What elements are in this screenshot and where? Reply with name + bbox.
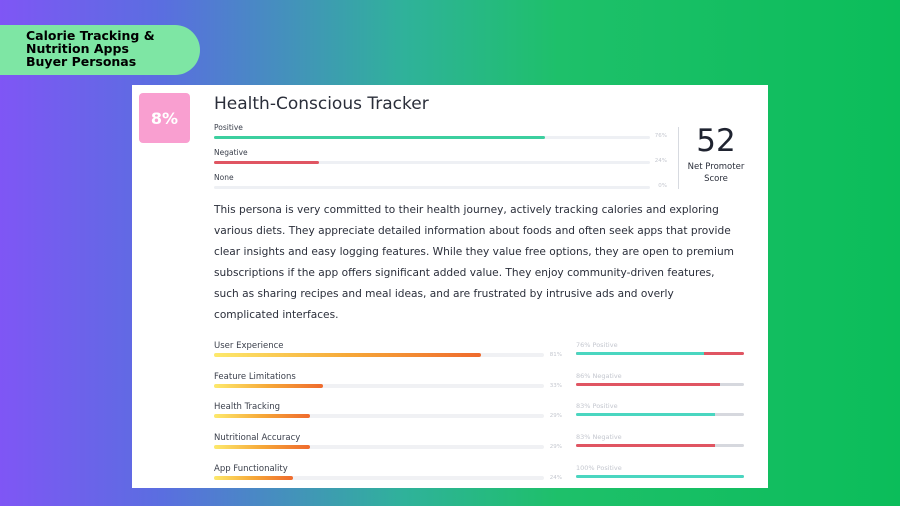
metric-bar-fill	[214, 384, 323, 388]
metric-sentiment-health-tracking: 83% Positive	[576, 402, 744, 428]
metric-bar-track	[214, 476, 544, 480]
metric-row-health-tracking: Health Tracking 29%	[214, 402, 562, 428]
metric-label: Feature Limitations	[214, 372, 296, 382]
metric-row-user-experience: User Experience 81%	[214, 341, 562, 367]
metric-sentiment-fill	[576, 352, 704, 355]
sentiment-row-positive: Positive 76%	[214, 123, 667, 145]
sentiment-bar-track	[214, 161, 650, 164]
metric-label: User Experience	[214, 341, 284, 351]
sentiment-bar-fill	[214, 161, 319, 164]
metric-value: 81%	[549, 352, 562, 358]
metric-bar-fill	[214, 353, 482, 357]
sentiment-value: 0%	[658, 183, 667, 189]
metric-value: 33%	[549, 383, 562, 389]
sentiment-label: Positive	[214, 123, 243, 132]
metric-row-app-functionality: App Functionality 24%	[214, 464, 562, 488]
metric-row-feature-limitations: Feature Limitations 33%	[214, 372, 562, 398]
metric-row-nutritional-accuracy: Nutritional Accuracy 29%	[214, 433, 562, 459]
deck-title-line-2: Nutrition Apps	[26, 41, 129, 56]
metric-value: 24%	[549, 475, 562, 481]
deck-title-badge: Calorie Tracking & Nutrition Apps Buyer …	[0, 25, 200, 75]
sentiment-bar-track	[214, 136, 650, 139]
metric-sentiment-fill	[576, 383, 721, 386]
metric-sentiment-label: 86% Negative	[576, 372, 622, 380]
nps-value: 52	[696, 123, 736, 159]
divider	[678, 127, 679, 189]
sentiment-value: 24%	[654, 158, 667, 164]
metric-sentiment-track	[576, 413, 744, 416]
sentiment-label: Negative	[214, 148, 248, 157]
persona-card: 8% Health-Conscious Tracker Positive 76% N…	[132, 85, 768, 488]
persona-description: This persona is very committed to their …	[214, 204, 734, 321]
nps-label: Net Promoter Score	[678, 161, 754, 185]
metric-sentiment-label: 100% Positive	[576, 464, 622, 472]
metric-sentiment-user-experience: 76% Positive	[576, 341, 744, 367]
sentiment-label: None	[214, 173, 234, 182]
metric-sentiment-fill	[576, 444, 716, 447]
metric-label: App Functionality	[214, 464, 288, 474]
metric-bar-fill	[214, 445, 310, 449]
metric-value: 29%	[549, 444, 562, 450]
sentiment-row-none: None 0%	[214, 173, 667, 195]
sentiment-bar-fill	[214, 136, 546, 139]
metric-sentiment-label: 83% Positive	[576, 402, 618, 410]
metric-sentiment-feature-limitations: 86% Negative	[576, 372, 744, 398]
nps-label-line-1: Net Promoter	[687, 162, 745, 172]
metric-value: 29%	[549, 413, 562, 419]
metric-sentiment-track	[576, 475, 744, 478]
metric-sentiment-track	[576, 444, 744, 447]
deck-title-line-3: Buyer Personas	[26, 54, 137, 69]
metric-bar-fill	[214, 414, 310, 418]
persona-title: Health-Conscious Tracker	[214, 94, 429, 114]
nps-label-line-2: Score	[704, 174, 728, 184]
metric-sentiment-track	[576, 352, 744, 355]
metric-sentiment-fill	[576, 475, 744, 478]
sentiment-row-negative: Negative 24%	[214, 148, 667, 170]
metric-label: Nutritional Accuracy	[214, 433, 301, 443]
metric-label: Health Tracking	[214, 402, 280, 412]
persona-share-badge: 8%	[139, 93, 190, 143]
metric-sentiment-fill	[576, 413, 716, 416]
metric-bar-track	[214, 353, 544, 357]
metric-bar-fill	[214, 476, 294, 480]
metric-bar-track	[214, 414, 544, 418]
metric-sentiment-app-functionality: 100% Positive	[576, 464, 744, 488]
metric-sentiment-label: 83% Negative	[576, 433, 622, 441]
deck-title-line-1: Calorie Tracking &	[26, 28, 155, 43]
sentiment-bar-track	[214, 186, 650, 189]
metric-bar-track	[214, 445, 544, 449]
metric-sentiment-track	[576, 383, 744, 386]
metric-bar-track	[214, 384, 544, 388]
metric-sentiment-nutritional-accuracy: 83% Negative	[576, 433, 744, 459]
sentiment-value: 76%	[654, 133, 667, 139]
metric-sentiment-label: 76% Positive	[576, 341, 618, 349]
